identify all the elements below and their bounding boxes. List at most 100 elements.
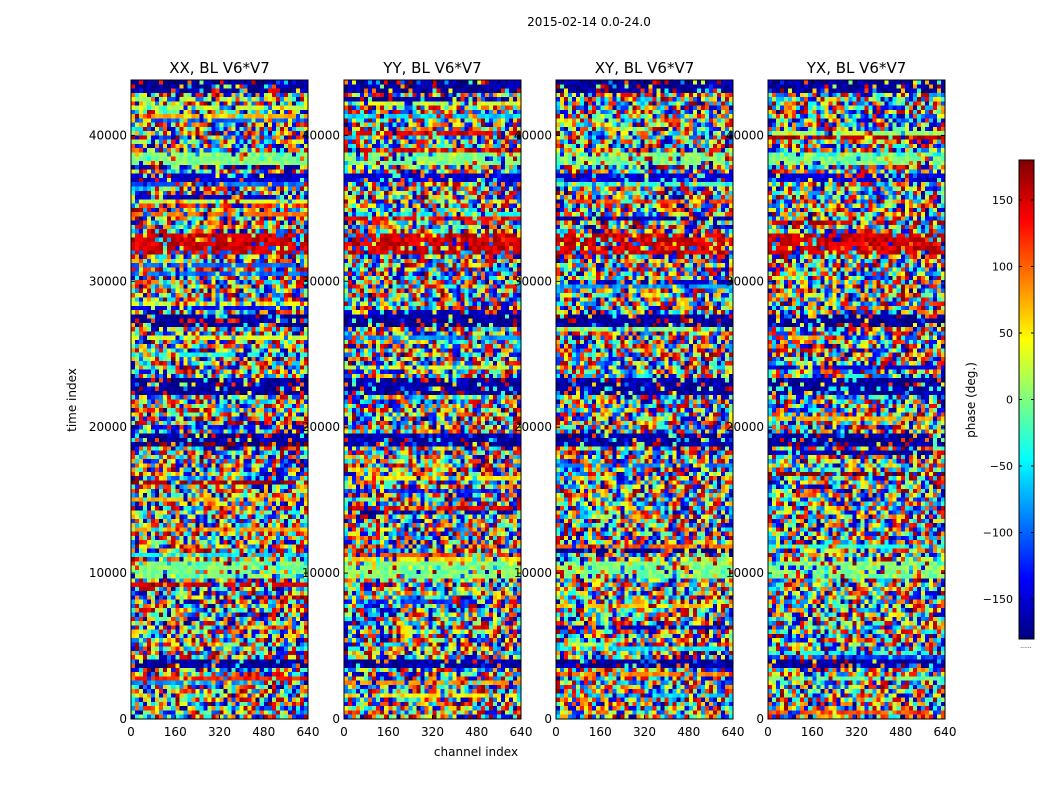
heatmap-cell (259, 518, 265, 524)
heatmap-cell (259, 361, 265, 366)
heatmap-cell (295, 297, 301, 303)
heatmap-cell (283, 348, 289, 354)
heatmap-cell (235, 527, 241, 533)
heatmap-cell (139, 408, 144, 413)
heatmap-cell (287, 271, 293, 277)
heatmap-cell (163, 143, 168, 149)
heatmap-cell (171, 109, 176, 115)
heatmap-cell (243, 378, 249, 383)
heatmap-cell (171, 254, 176, 260)
heatmap-cell (195, 352, 200, 358)
heatmap-cell (151, 339, 156, 345)
heatmap-cell (275, 442, 281, 447)
heatmap-cell (175, 369, 180, 375)
heatmap-cell (243, 237, 249, 243)
heatmap-cell (187, 97, 192, 102)
heatmap-cell (299, 493, 305, 498)
heatmap-cell (171, 156, 176, 162)
heatmap-cell (243, 229, 249, 234)
heatmap-cell (223, 267, 229, 273)
heatmap-cell (263, 254, 269, 260)
heatmap-cell (155, 92, 160, 98)
heatmap-cell (151, 186, 156, 192)
heatmap-cell (291, 365, 297, 371)
heatmap-cell (211, 135, 216, 141)
heatmap-cell (179, 488, 184, 494)
heatmap-cell (187, 203, 192, 209)
heatmap-cell (247, 412, 253, 418)
heatmap-cell (167, 216, 172, 222)
heatmap-cell (295, 212, 301, 217)
heatmap-cell (163, 471, 168, 477)
heatmap-cell (255, 352, 261, 358)
heatmap-cell (255, 437, 261, 443)
heatmap-cell (267, 156, 273, 162)
heatmap-cell (295, 471, 301, 477)
heatmap-cell (191, 177, 196, 183)
heatmap-cell (195, 518, 200, 524)
heatmap-cell (287, 535, 293, 541)
heatmap-cell (227, 118, 233, 124)
heatmap-cell (303, 241, 309, 247)
heatmap-cell (135, 403, 140, 409)
heatmap-cell (231, 382, 237, 388)
heatmap-cell (259, 552, 265, 558)
heatmap-cell (207, 348, 212, 354)
heatmap-cell (219, 390, 225, 396)
heatmap-cell (243, 109, 249, 115)
heatmap-cell (183, 305, 188, 311)
heatmap-cell (163, 369, 168, 375)
heatmap-cell (195, 395, 200, 400)
heatmap-cell (235, 518, 241, 524)
heatmap-cell (227, 250, 233, 256)
heatmap-cell (135, 246, 140, 251)
heatmap-cell (159, 207, 164, 213)
heatmap-cell (295, 484, 301, 490)
heatmap-cell (219, 352, 225, 358)
heatmap-cell (163, 271, 168, 277)
heatmap-cell (223, 429, 229, 435)
heatmap-cell (159, 390, 164, 396)
heatmap-cell (143, 207, 148, 213)
heatmap-cell (187, 84, 192, 90)
heatmap-cell (283, 352, 289, 358)
heatmap-cell (179, 173, 184, 179)
heatmap-cell (183, 160, 188, 166)
heatmap-cell (211, 305, 216, 311)
heatmap-cell (231, 169, 237, 175)
heatmap-cell (251, 523, 257, 528)
heatmap-cell (247, 356, 253, 362)
heatmap-cell (191, 450, 196, 456)
heatmap-cell (175, 382, 180, 388)
heatmap-cell (147, 203, 152, 209)
heatmap-cell (255, 263, 261, 268)
heatmap-cell (303, 497, 309, 503)
heatmap-cell (171, 395, 176, 400)
heatmap-cell (279, 233, 285, 239)
heatmap-cell (163, 92, 168, 98)
heatmap-cell (259, 459, 265, 464)
heatmap-cell (207, 523, 212, 528)
heatmap-cell (227, 246, 233, 251)
heatmap-cell (175, 548, 180, 554)
heatmap-cell (175, 510, 180, 516)
heatmap-cell (223, 246, 229, 251)
heatmap-cell (195, 348, 200, 354)
heatmap-cell (167, 331, 172, 337)
heatmap-cell (167, 305, 172, 311)
heatmap-cell (147, 561, 152, 567)
heatmap-cell (211, 416, 216, 422)
heatmap-cell (279, 395, 285, 400)
heatmap-cell (231, 267, 237, 273)
heatmap-cell (211, 195, 216, 200)
heatmap-cell (247, 84, 253, 90)
heatmap-cell (295, 271, 301, 277)
heatmap-cell (295, 403, 301, 409)
heatmap-cell (195, 382, 200, 388)
heatmap-cell (207, 331, 212, 337)
heatmap-cell (291, 510, 297, 516)
heatmap-cell (271, 425, 277, 430)
heatmap-cell (131, 246, 136, 251)
heatmap-cell (171, 237, 176, 243)
heatmap-cell (235, 339, 241, 345)
